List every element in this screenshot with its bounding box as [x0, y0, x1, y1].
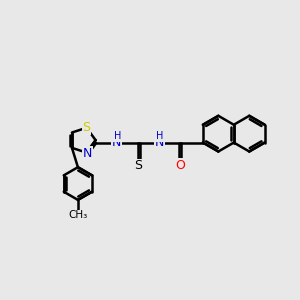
Text: S: S — [82, 121, 91, 134]
Text: N: N — [82, 147, 92, 160]
Text: N: N — [154, 136, 164, 149]
Text: N: N — [112, 136, 121, 149]
Text: O: O — [176, 159, 186, 172]
Text: S: S — [134, 159, 142, 172]
Text: H: H — [156, 131, 164, 141]
Text: H: H — [114, 131, 121, 141]
Text: CH₃: CH₃ — [68, 210, 88, 220]
